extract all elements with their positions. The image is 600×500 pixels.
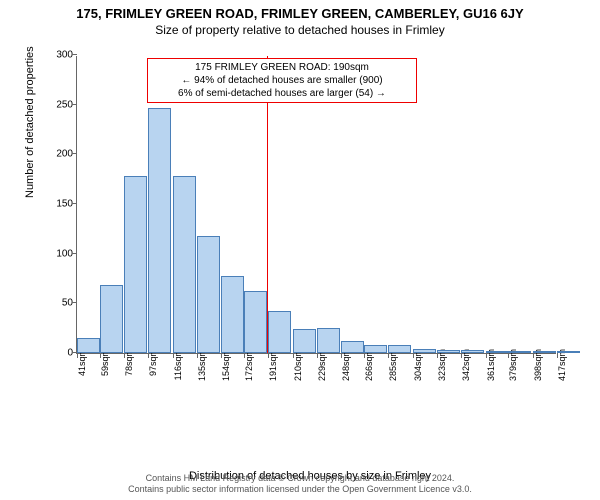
y-tick-label: 150 [56, 199, 77, 210]
histogram-bar [244, 291, 267, 353]
histogram-bar [317, 328, 340, 353]
footer-line: Contains public sector information licen… [0, 484, 600, 496]
histogram-bar [221, 276, 244, 353]
x-tick-label: 229sqm [317, 349, 327, 381]
histogram-bar [388, 345, 411, 353]
histogram-bar [557, 351, 580, 353]
histogram-bar [341, 341, 364, 353]
y-tick-label: 100 [56, 248, 77, 259]
x-tick-label: 398sqm [533, 349, 543, 381]
histogram-bar [364, 345, 387, 353]
y-tick-label: 200 [56, 149, 77, 160]
x-tick-label: 417sqm [557, 349, 567, 381]
x-tick-label: 135sqm [197, 349, 207, 381]
x-tick-label: 266sqm [364, 349, 374, 381]
x-tick-label: 285sqm [388, 349, 398, 381]
x-tick-label: 248sqm [341, 349, 351, 381]
footer-line: Contains HM Land Registry data © Crown c… [0, 473, 600, 485]
y-tick-label: 50 [62, 298, 77, 309]
x-tick-label: 172sqm [244, 349, 254, 381]
x-tick-label: 41sqm [77, 349, 87, 376]
y-tick-mark [72, 153, 77, 154]
x-tick-label: 323sqm [437, 349, 447, 381]
x-tick-label: 304sqm [413, 349, 423, 381]
histogram-bar [173, 176, 196, 353]
x-tick-label: 59sqm [100, 349, 110, 376]
histogram-bar [148, 108, 171, 353]
y-tick-label: 250 [56, 99, 77, 110]
histogram-bar [461, 350, 484, 353]
y-tick-mark [72, 203, 77, 204]
annotation-line: ← 94% of detached houses are smaller (90… [154, 74, 410, 87]
y-tick-mark [72, 253, 77, 254]
x-tick-label: 78sqm [124, 349, 134, 376]
y-tick-mark [72, 54, 77, 55]
x-tick-label: 154sqm [221, 349, 231, 381]
histogram-bar [124, 176, 147, 353]
y-tick-label: 300 [56, 50, 77, 61]
y-tick-mark [72, 302, 77, 303]
page-subtitle: Size of property relative to detached ho… [0, 21, 600, 37]
annotation-box: 175 FRIMLEY GREEN ROAD: 190sqm ← 94% of … [147, 58, 417, 103]
histogram-bar [413, 349, 436, 353]
x-tick-label: 342sqm [461, 349, 471, 381]
x-tick-label: 191sqm [268, 349, 278, 381]
histogram-bar [508, 351, 531, 353]
histogram-bar [533, 351, 556, 353]
x-tick-label: 97sqm [148, 349, 158, 376]
histogram-bar [486, 351, 509, 353]
annotation-line: 175 FRIMLEY GREEN ROAD: 190sqm [154, 61, 410, 74]
histogram-bar [77, 338, 100, 353]
histogram-bar [268, 311, 291, 353]
histogram-bar [197, 236, 220, 353]
histogram-bar [293, 329, 316, 353]
y-tick-label: 0 [67, 348, 77, 359]
y-tick-mark [72, 104, 77, 105]
histogram-chart: Number of detached properties 0501001502… [50, 48, 570, 418]
x-tick-label: 210sqm [293, 349, 303, 381]
histogram-bar [100, 285, 123, 353]
page-title: 175, FRIMLEY GREEN ROAD, FRIMLEY GREEN, … [0, 0, 600, 21]
annotation-line: 6% of semi-detached houses are larger (5… [154, 87, 410, 100]
x-tick-label: 116sqm [173, 349, 183, 380]
x-tick-label: 361sqm [486, 349, 496, 381]
footer-attribution: Contains HM Land Registry data © Crown c… [0, 473, 600, 496]
y-axis-label: Number of detached properties [24, 46, 36, 198]
x-tick-label: 379sqm [508, 349, 518, 381]
plot-area: 05010015020025030041sqm59sqm78sqm97sqm11… [76, 56, 556, 354]
histogram-bar [437, 350, 460, 353]
